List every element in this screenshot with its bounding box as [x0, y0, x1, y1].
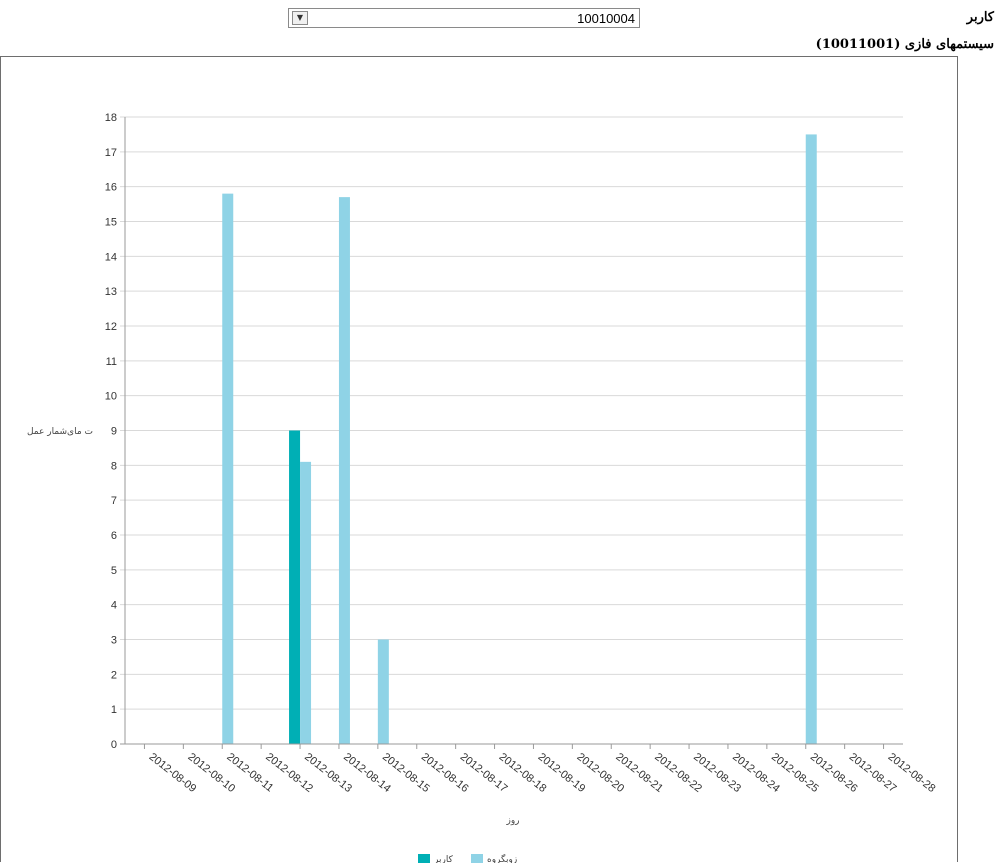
legend: کاربر زوبگروه: [418, 853, 517, 863]
y-tick-label: 8: [111, 460, 117, 472]
y-axis-title: ت مای‌شمار عمل: [27, 427, 93, 437]
y-tick-label: 18: [105, 112, 117, 124]
axes: [124, 117, 903, 749]
user-select-value: 10010004: [577, 10, 635, 26]
bar: [805, 134, 817, 745]
y-tick-label: 1: [111, 704, 117, 716]
y-tick-label: 11: [106, 356, 117, 368]
legend-label-group: زوبگروه: [487, 853, 517, 863]
y-tick-label: 10: [105, 391, 117, 403]
chart-frame: 0 1 2 3 4 5 6 7 8 9 10 11 12 13 14 15 16 17 18 2012-08-09 2…: [0, 56, 958, 863]
chevron-down-icon[interactable]: ▼: [292, 11, 308, 25]
y-tick-label: 2: [111, 669, 117, 681]
legend-swatch-user: [418, 854, 430, 863]
y-tick-label: 12: [105, 321, 117, 333]
x-tick-labels: 2012-08-092012-08-102012-08-112012-08-12…: [147, 751, 938, 795]
y-tick-label: 4: [111, 600, 117, 612]
y-tick-label: 3: [111, 635, 117, 647]
bars: [222, 134, 817, 745]
user-select[interactable]: ▼ 10010004: [288, 8, 640, 28]
bar: [300, 461, 312, 744]
y-tick-label: 13: [105, 286, 117, 298]
x-axis-title: روز: [505, 816, 519, 826]
grid-lines: [120, 116, 903, 745]
y-tick-label: 16: [105, 182, 117, 194]
section-title: سیستمهای فازی (10011001): [815, 37, 994, 52]
y-tick-label: 15: [105, 217, 117, 229]
y-tick-label: 14: [105, 251, 117, 263]
bar: [289, 430, 301, 744]
bar: [222, 193, 234, 745]
y-tick-label: 7: [111, 495, 117, 507]
y-tick-label: 9: [111, 426, 117, 438]
legend-swatch-group: [471, 854, 483, 863]
user-label: کاربر: [966, 10, 994, 25]
bar: [338, 197, 350, 744]
y-tick-label: 5: [111, 565, 117, 577]
y-tick-label: 0: [111, 739, 117, 751]
y-tick-label: 6: [111, 530, 117, 542]
y-tick-label: 17: [105, 147, 117, 159]
legend-label-user: کاربر: [433, 855, 454, 863]
bar: [377, 639, 389, 744]
